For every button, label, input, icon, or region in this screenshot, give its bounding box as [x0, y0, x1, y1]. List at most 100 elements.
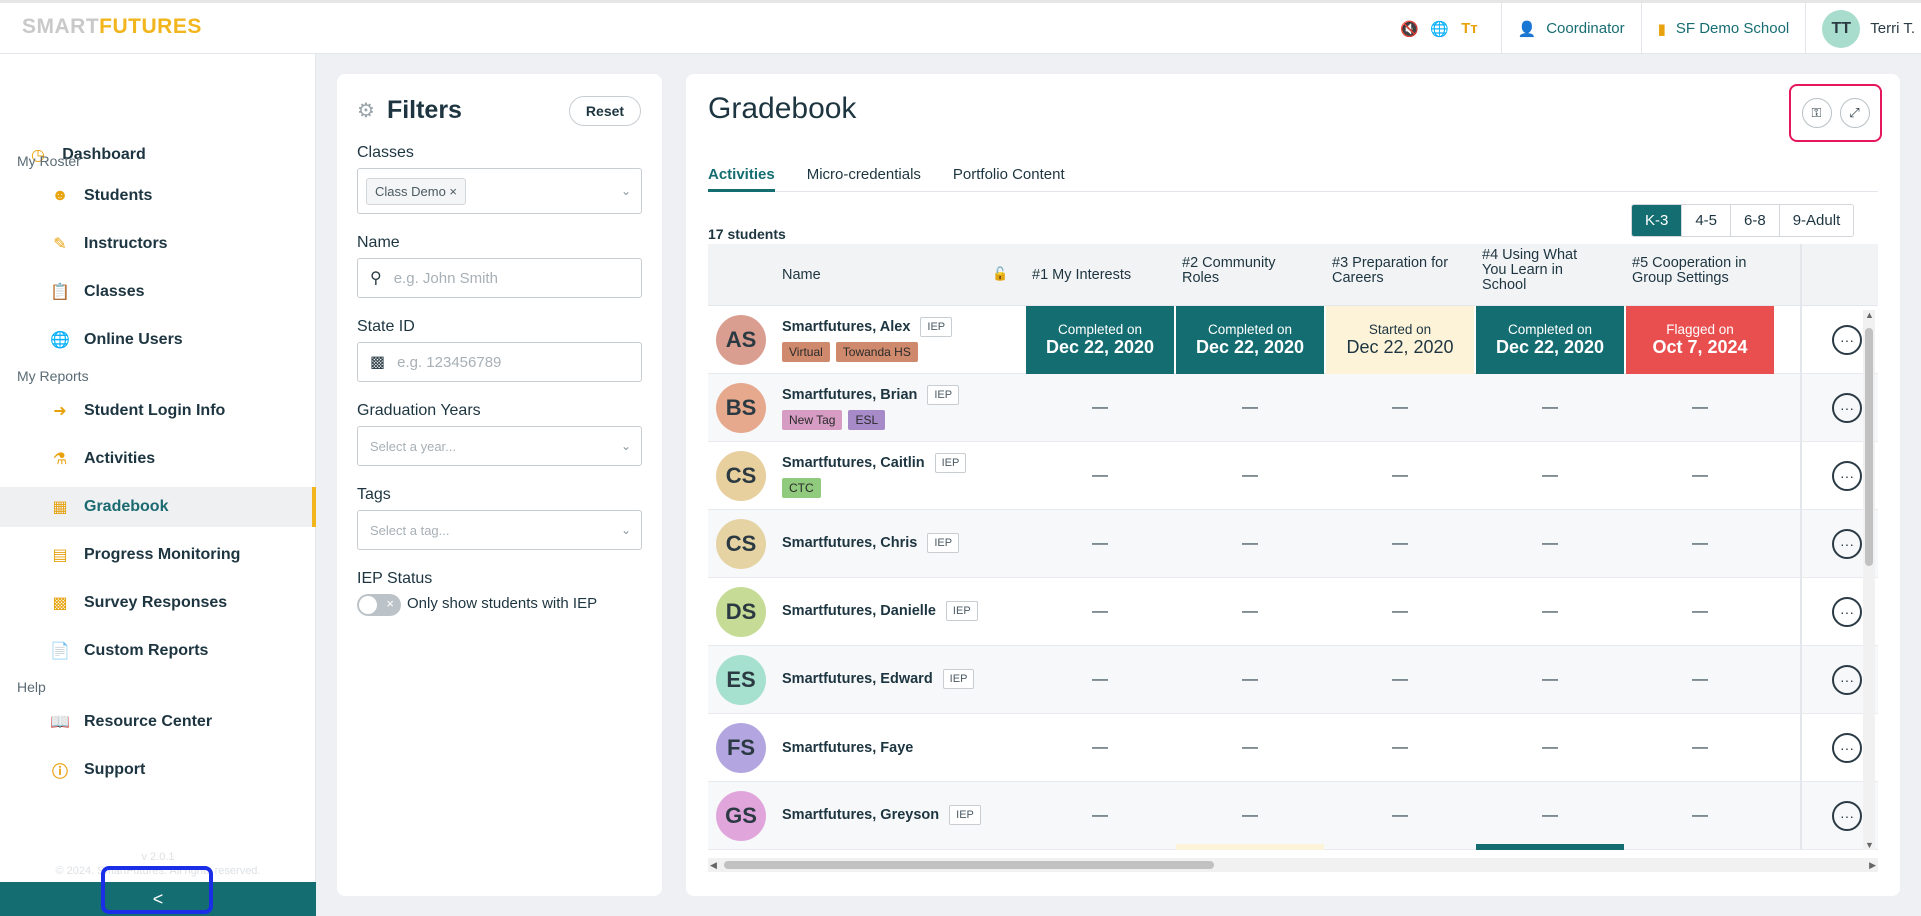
- empty-cell[interactable]: —: [1392, 807, 1408, 824]
- empty-cell[interactable]: —: [1092, 535, 1108, 552]
- more-options-icon[interactable]: ···: [1832, 733, 1862, 763]
- graduation-years-select[interactable]: Select a year... ⌄: [357, 426, 642, 466]
- mute-icon[interactable]: 🔇: [1400, 20, 1419, 38]
- name-input[interactable]: ⚲ e.g. John Smith: [357, 258, 642, 298]
- grade-9-adult-button[interactable]: 9-Adult: [1778, 205, 1854, 236]
- student-name[interactable]: Smartfutures, Brian IEP: [782, 385, 960, 405]
- empty-cell[interactable]: —: [1392, 671, 1408, 688]
- horizontal-scrollbar[interactable]: ◀ ▶: [708, 858, 1878, 872]
- sidebar-item-resource-center[interactable]: 📖 Resource Center: [0, 702, 316, 742]
- empty-cell[interactable]: —: [1692, 671, 1708, 688]
- activity-status-cell[interactable]: Flagged on Oct 7, 2024: [1626, 306, 1774, 374]
- empty-cell[interactable]: —: [1692, 467, 1708, 484]
- tags-select[interactable]: Select a tag... ⌄: [357, 510, 642, 550]
- text-size-icon[interactable]: Tᴛ: [1461, 20, 1478, 37]
- table-row[interactable]: CS Smartfutures, Caitlin IEP CTC — — — —…: [708, 442, 1878, 510]
- empty-cell[interactable]: —: [1692, 603, 1708, 620]
- scroll-right-icon[interactable]: ▶: [1869, 860, 1876, 870]
- unlock-icon[interactable]: 🔓: [992, 266, 1009, 281]
- table-row[interactable]: DS Smartfutures, Danielle IEP — — — — — …: [708, 578, 1878, 646]
- empty-cell[interactable]: —: [1242, 739, 1258, 756]
- state-id-input[interactable]: ▩ e.g. 123456789: [357, 342, 642, 382]
- empty-cell[interactable]: —: [1092, 603, 1108, 620]
- tab-portfolio-content[interactable]: Portfolio Content: [952, 166, 1065, 183]
- column-header-activity-2[interactable]: #2 Community Roles: [1182, 256, 1275, 286]
- sidebar-item-online-users[interactable]: 🌐 Online Users: [0, 320, 316, 360]
- reset-button[interactable]: Reset: [569, 96, 641, 126]
- empty-cell[interactable]: —: [1392, 535, 1408, 552]
- more-options-icon[interactable]: ···: [1832, 597, 1862, 627]
- empty-cell[interactable]: —: [1242, 671, 1258, 688]
- sidebar-item-activities[interactable]: ⚗ Activities: [0, 439, 316, 479]
- sidebar-item-support[interactable]: ⓘ Support: [0, 750, 316, 790]
- iep-toggle[interactable]: ×: [357, 594, 401, 616]
- more-options-icon[interactable]: ···: [1832, 325, 1862, 355]
- empty-cell[interactable]: —: [1392, 399, 1408, 416]
- empty-cell[interactable]: —: [1242, 399, 1258, 416]
- empty-cell[interactable]: —: [1092, 807, 1108, 824]
- remove-chip-icon[interactable]: ×: [449, 183, 458, 199]
- empty-cell[interactable]: —: [1092, 399, 1108, 416]
- table-row[interactable]: AS Smartfutures, Alex IEP Virtual Towand…: [708, 306, 1878, 374]
- vertical-scrollbar[interactable]: ▲ ▼: [1863, 310, 1875, 850]
- more-options-icon[interactable]: ···: [1832, 801, 1862, 831]
- user-menu[interactable]: TT Terri T.: [1805, 3, 1921, 54]
- empty-cell[interactable]: —: [1542, 807, 1558, 824]
- sidebar-item-student-login-info[interactable]: ➜ Student Login Info: [0, 391, 316, 431]
- activity-status-cell[interactable]: Completed on Dec 22, 2020: [1476, 306, 1624, 374]
- empty-cell[interactable]: —: [1392, 603, 1408, 620]
- table-row[interactable]: ES Smartfutures, Edward IEP — — — — — ··…: [708, 646, 1878, 714]
- sidebar-item-classes[interactable]: 📋 Classes: [0, 272, 316, 312]
- sidebar-item-gradebook[interactable]: ▦ Gradebook: [0, 487, 316, 527]
- sidebar-item-dashboard[interactable]: ◷ Dashboard: [0, 121, 148, 189]
- scroll-left-icon[interactable]: ◀: [710, 860, 717, 870]
- empty-cell[interactable]: —: [1542, 671, 1558, 688]
- empty-cell[interactable]: —: [1542, 399, 1558, 416]
- grade-45-button[interactable]: 4-5: [1681, 205, 1731, 236]
- empty-cell[interactable]: —: [1542, 535, 1558, 552]
- empty-cell[interactable]: —: [1692, 399, 1708, 416]
- column-header-activity-3[interactable]: #3 Preparation for Careers: [1332, 256, 1448, 286]
- empty-cell[interactable]: —: [1692, 739, 1708, 756]
- empty-cell[interactable]: —: [1092, 739, 1108, 756]
- student-name[interactable]: Smartfutures, Edward IEP: [782, 669, 975, 689]
- sidebar-item-progress-monitoring[interactable]: ▤ Progress Monitoring: [0, 535, 316, 575]
- student-name[interactable]: Smartfutures, Faye: [782, 740, 913, 756]
- class-chip[interactable]: Class Demo ×: [366, 177, 467, 205]
- empty-cell[interactable]: —: [1542, 739, 1558, 756]
- expand-icon[interactable]: ⤢: [1839, 98, 1870, 128]
- school-switcher[interactable]: ▮ SF Demo School: [1640, 3, 1806, 54]
- table-row[interactable]: BS Smartfutures, Brian IEP New Tag ESL —…: [708, 374, 1878, 442]
- empty-cell[interactable]: —: [1542, 467, 1558, 484]
- column-header-activity-5[interactable]: #5 Cooperation in Group Settings: [1632, 256, 1746, 286]
- table-row[interactable]: FS Smartfutures, Faye — — — — — ···: [708, 714, 1878, 782]
- empty-cell[interactable]: —: [1242, 603, 1258, 620]
- table-row[interactable]: GS Smartfutures, Greyson IEP — — — — — ·…: [708, 782, 1878, 850]
- sidebar-item-custom-reports[interactable]: 📄 Custom Reports: [0, 631, 316, 671]
- tab-micro-credentials[interactable]: Micro-credentials: [806, 166, 921, 183]
- column-header-activity-4[interactable]: #4 Using What You Learn in School: [1482, 248, 1577, 293]
- role-switcher[interactable]: 👤 Coordinator: [1500, 3, 1641, 54]
- empty-cell[interactable]: —: [1242, 467, 1258, 484]
- sidebar-item-students[interactable]: ☻ Students: [0, 176, 316, 216]
- sidebar-item-survey-responses[interactable]: ▩ Survey Responses: [0, 583, 316, 623]
- empty-cell[interactable]: —: [1392, 467, 1408, 484]
- app-logo[interactable]: SMARTFUTURES: [22, 15, 202, 38]
- more-options-icon[interactable]: ···: [1832, 393, 1862, 423]
- empty-cell[interactable]: —: [1542, 603, 1558, 620]
- student-name[interactable]: Smartfutures, Alex IEP: [782, 317, 953, 337]
- scroll-down-icon[interactable]: ▼: [1865, 840, 1874, 850]
- empty-cell[interactable]: —: [1092, 467, 1108, 484]
- empty-cell[interactable]: —: [1242, 807, 1258, 824]
- empty-cell[interactable]: —: [1692, 535, 1708, 552]
- scrollbar-thumb[interactable]: [724, 861, 1214, 869]
- activity-status-cell[interactable]: Started on Dec 22, 2020: [1326, 306, 1474, 374]
- empty-cell[interactable]: —: [1392, 739, 1408, 756]
- grade-68-button[interactable]: 6-8: [1730, 205, 1779, 236]
- empty-cell[interactable]: —: [1242, 535, 1258, 552]
- student-name[interactable]: Smartfutures, Chris IEP: [782, 533, 960, 553]
- activity-status-cell[interactable]: Completed on Dec 22, 2020: [1176, 306, 1324, 374]
- grade-k3-button[interactable]: K-3: [1632, 205, 1682, 236]
- key-icon[interactable]: ⚿: [1801, 98, 1832, 128]
- tab-activities[interactable]: Activities: [708, 162, 775, 192]
